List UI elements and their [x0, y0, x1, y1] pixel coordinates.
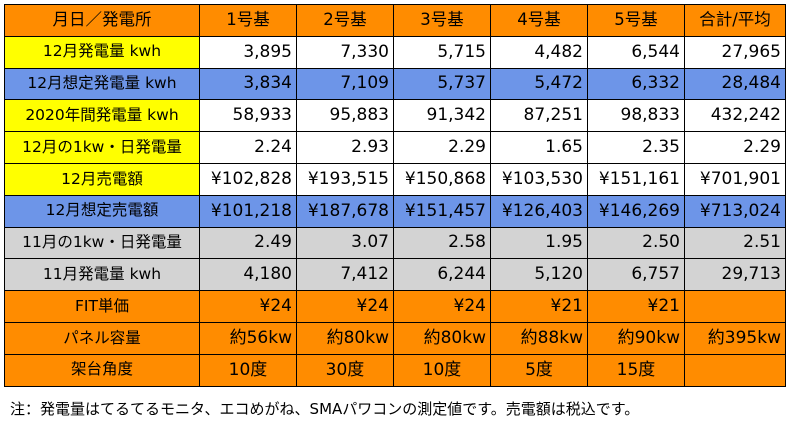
value-cell: ¥146,269: [587, 194, 685, 228]
row-label: 11月発電量 kwh: [4, 258, 200, 292]
table-row: 12月発電量 kwh 3,895 7,330 5,715 4,482 6,544…: [4, 35, 786, 69]
table-row: 11月発電量 kwh 4,180 7,412 6,244 5,120 6,757…: [4, 258, 786, 292]
solar-table-container: 月日／発電所 1号基 2号基 3号基 4号基 5号基 合計/平均 12月発電量 …: [4, 4, 786, 387]
value-cell: ¥126,403: [490, 194, 588, 228]
value-cell: 432,242: [684, 99, 786, 133]
header-cell-unit3: 3号基: [393, 4, 491, 37]
value-cell: 1.65: [490, 131, 588, 164]
value-cell: ¥701,901: [684, 162, 786, 196]
value-cell: ¥24: [296, 290, 394, 323]
value-cell: 6,244: [393, 258, 491, 292]
value-cell: 約88kw: [490, 321, 588, 355]
value-cell: 約56kw: [199, 321, 297, 355]
value-cell: ¥187,678: [296, 194, 394, 228]
header-cell-unit1: 1号基: [199, 4, 297, 37]
value-cell: 30度: [296, 353, 394, 387]
value-cell: 5,120: [490, 258, 588, 292]
value-cell: ¥24: [393, 290, 491, 323]
value-cell: 6,332: [587, 67, 685, 101]
value-cell: 87,251: [490, 99, 588, 133]
solar-generation-table: 月日／発電所 1号基 2号基 3号基 4号基 5号基 合計/平均 12月発電量 …: [4, 4, 786, 387]
value-cell: 約90kw: [587, 321, 685, 355]
row-label: 11月の1kw・日発電量: [4, 226, 200, 260]
header-row: 月日／発電所 1号基 2号基 3号基 4号基 5号基 合計/平均: [4, 4, 786, 37]
row-label: 2020年間発電量 kwh: [4, 99, 200, 133]
value-cell: ¥151,457: [393, 194, 491, 228]
value-cell: ¥103,530: [490, 162, 588, 196]
value-cell: ¥150,868: [393, 162, 491, 196]
value-cell: 2.93: [296, 131, 394, 164]
value-cell: 4,180: [199, 258, 297, 292]
row-label: 12月想定売電額: [4, 194, 200, 228]
value-cell: 約395kw: [684, 321, 786, 355]
value-cell: 2.35: [587, 131, 685, 164]
row-label: FIT単価: [4, 290, 200, 323]
value-cell: 3.07: [296, 226, 394, 260]
table-row: 架台角度 10度 30度 10度 5度 15度: [4, 353, 786, 387]
value-cell: 7,109: [296, 67, 394, 101]
value-cell: 91,342: [393, 99, 491, 133]
value-cell: ¥102,828: [199, 162, 297, 196]
table-row: 12月想定発電量 kwh 3,834 7,109 5,737 5,472 6,3…: [4, 67, 786, 101]
header-cell-station: 月日／発電所: [4, 4, 200, 37]
table-row: 11月の1kw・日発電量 2.49 3.07 2.58 1.95 2.50 2.…: [4, 226, 786, 260]
value-cell: 2.58: [393, 226, 491, 260]
row-label: 架台角度: [4, 353, 200, 387]
value-cell: 10度: [393, 353, 491, 387]
value-cell: 1.95: [490, 226, 588, 260]
value-cell: ¥713,024: [684, 194, 786, 228]
table-row: 12月想定売電額 ¥101,218 ¥187,678 ¥151,457 ¥126…: [4, 194, 786, 228]
value-cell: ¥151,161: [587, 162, 685, 196]
row-label: 12月発電量 kwh: [4, 35, 200, 69]
value-cell: 6,757: [587, 258, 685, 292]
value-cell: 5度: [490, 353, 588, 387]
table-row: 12月売電額 ¥102,828 ¥193,515 ¥150,868 ¥103,5…: [4, 162, 786, 196]
value-cell: 27,965: [684, 35, 786, 69]
value-cell: 29,713: [684, 258, 786, 292]
value-cell: ¥101,218: [199, 194, 297, 228]
value-cell: 6,544: [587, 35, 685, 69]
value-cell: 5,472: [490, 67, 588, 101]
value-cell: 2.49: [199, 226, 297, 260]
value-cell: 4,482: [490, 35, 588, 69]
value-cell: 2.29: [684, 131, 786, 164]
value-cell: 7,330: [296, 35, 394, 69]
table-row: 12月の1kw・日発電量 2.24 2.93 2.29 1.65 2.35 2.…: [4, 131, 786, 164]
value-cell: 10度: [199, 353, 297, 387]
row-label: パネル容量: [4, 321, 200, 355]
row-label: 12月想定発電量 kwh: [4, 67, 200, 101]
value-cell: 約80kw: [393, 321, 491, 355]
value-cell: 5,715: [393, 35, 491, 69]
footnote: 注：発電量はてるてるモニタ、エコめがね、SMAパワコンの測定値です。売電額は税込…: [10, 400, 640, 418]
row-label: 12月の1kw・日発電量: [4, 131, 200, 164]
value-cell: 2.51: [684, 226, 786, 260]
value-cell: ¥21: [490, 290, 588, 323]
value-cell: [684, 353, 786, 387]
value-cell: ¥21: [587, 290, 685, 323]
value-cell: 98,833: [587, 99, 685, 133]
value-cell: 7,412: [296, 258, 394, 292]
table-row: パネル容量 約56kw 約80kw 約80kw 約88kw 約90kw 約395…: [4, 321, 786, 355]
value-cell: ¥24: [199, 290, 297, 323]
value-cell: 28,484: [684, 67, 786, 101]
value-cell: 2.50: [587, 226, 685, 260]
value-cell: 5,737: [393, 67, 491, 101]
header-cell-unit5: 5号基: [587, 4, 685, 37]
value-cell: [684, 290, 786, 323]
header-cell-unit2: 2号基: [296, 4, 394, 37]
value-cell: 3,834: [199, 67, 297, 101]
row-label: 12月売電額: [4, 162, 200, 196]
table-row: 2020年間発電量 kwh 58,933 95,883 91,342 87,25…: [4, 99, 786, 133]
table-row: FIT単価 ¥24 ¥24 ¥24 ¥21 ¥21: [4, 290, 786, 323]
value-cell: 58,933: [199, 99, 297, 133]
header-cell-unit4: 4号基: [490, 4, 588, 37]
value-cell: 2.24: [199, 131, 297, 164]
value-cell: 15度: [587, 353, 685, 387]
value-cell: 約80kw: [296, 321, 394, 355]
value-cell: 2.29: [393, 131, 491, 164]
value-cell: ¥193,515: [296, 162, 394, 196]
value-cell: 3,895: [199, 35, 297, 69]
value-cell: 95,883: [296, 99, 394, 133]
header-cell-total: 合計/平均: [684, 4, 786, 37]
